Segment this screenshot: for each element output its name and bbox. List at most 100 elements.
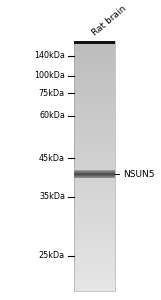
Bar	[74, 213, 115, 214]
Bar	[74, 280, 115, 281]
Bar	[74, 258, 115, 260]
Bar	[74, 106, 115, 107]
Bar	[74, 133, 115, 134]
Bar	[74, 119, 115, 121]
Bar	[74, 87, 115, 88]
Bar	[74, 284, 115, 285]
Bar	[74, 163, 115, 164]
Bar	[74, 256, 115, 257]
Bar	[74, 277, 115, 278]
Bar	[74, 100, 115, 102]
Bar	[74, 190, 115, 191]
Bar	[74, 257, 115, 258]
Bar	[74, 40, 115, 291]
Bar	[74, 164, 115, 166]
Bar	[74, 235, 115, 236]
Bar	[74, 198, 115, 200]
Bar	[74, 40, 115, 44]
Bar	[74, 61, 115, 62]
Bar	[74, 212, 115, 213]
Bar	[74, 91, 115, 92]
Bar	[74, 113, 115, 114]
Bar	[74, 233, 115, 235]
Bar	[74, 244, 115, 246]
Bar	[74, 89, 115, 91]
Bar	[74, 134, 115, 136]
Bar	[74, 206, 115, 207]
Bar	[74, 46, 115, 47]
Bar	[74, 58, 115, 59]
Bar	[74, 76, 115, 77]
Bar	[74, 48, 115, 49]
Bar	[74, 114, 115, 116]
Bar	[74, 94, 115, 96]
Bar	[74, 179, 115, 181]
Bar	[74, 184, 115, 186]
Bar	[74, 153, 115, 154]
Bar	[74, 191, 115, 192]
Bar	[74, 192, 115, 193]
Bar	[74, 68, 115, 69]
Bar	[74, 50, 115, 52]
Bar	[74, 273, 115, 274]
Bar	[74, 66, 115, 67]
Bar	[74, 110, 115, 111]
Bar	[74, 265, 115, 266]
Bar	[74, 263, 115, 265]
Bar	[74, 242, 115, 243]
Bar	[74, 128, 115, 129]
Bar	[74, 104, 115, 106]
Bar	[74, 282, 115, 284]
Bar	[74, 49, 115, 50]
Bar	[74, 203, 115, 205]
Text: NSUN5: NSUN5	[123, 169, 155, 178]
Bar	[74, 208, 115, 209]
Bar	[74, 178, 115, 179]
Bar	[74, 183, 115, 184]
Bar	[74, 152, 115, 153]
Bar	[74, 221, 115, 222]
Bar	[74, 250, 115, 251]
Bar	[74, 214, 115, 216]
Text: 140kDa: 140kDa	[34, 52, 65, 61]
Bar	[74, 238, 115, 239]
Text: 100kDa: 100kDa	[34, 71, 65, 80]
Bar	[74, 161, 115, 162]
Bar	[74, 52, 115, 53]
Bar	[74, 147, 115, 148]
Bar	[74, 276, 115, 277]
Text: 60kDa: 60kDa	[39, 111, 65, 120]
Bar	[74, 77, 115, 78]
Bar	[74, 272, 115, 273]
Bar	[74, 53, 115, 54]
Bar	[74, 232, 115, 233]
Bar	[74, 151, 115, 152]
Bar	[74, 205, 115, 206]
Bar	[74, 253, 115, 255]
Bar	[74, 158, 115, 159]
Bar	[74, 218, 115, 220]
Bar	[74, 274, 115, 276]
Bar	[74, 227, 115, 228]
Bar	[74, 186, 115, 187]
Bar	[74, 248, 115, 250]
Bar	[74, 287, 115, 288]
Bar	[74, 171, 115, 172]
Bar	[74, 57, 115, 58]
Bar	[74, 271, 115, 272]
Bar	[74, 102, 115, 103]
Bar	[74, 222, 115, 223]
Bar	[74, 226, 115, 227]
Bar	[74, 82, 115, 83]
Bar	[74, 69, 115, 70]
Bar	[74, 194, 115, 196]
Bar	[74, 181, 115, 182]
Bar	[74, 103, 115, 104]
Bar	[74, 108, 115, 110]
Bar	[74, 239, 115, 241]
Bar	[74, 138, 115, 140]
Bar	[74, 126, 115, 127]
Bar	[74, 288, 115, 290]
Bar	[74, 209, 115, 211]
Bar	[74, 149, 115, 151]
